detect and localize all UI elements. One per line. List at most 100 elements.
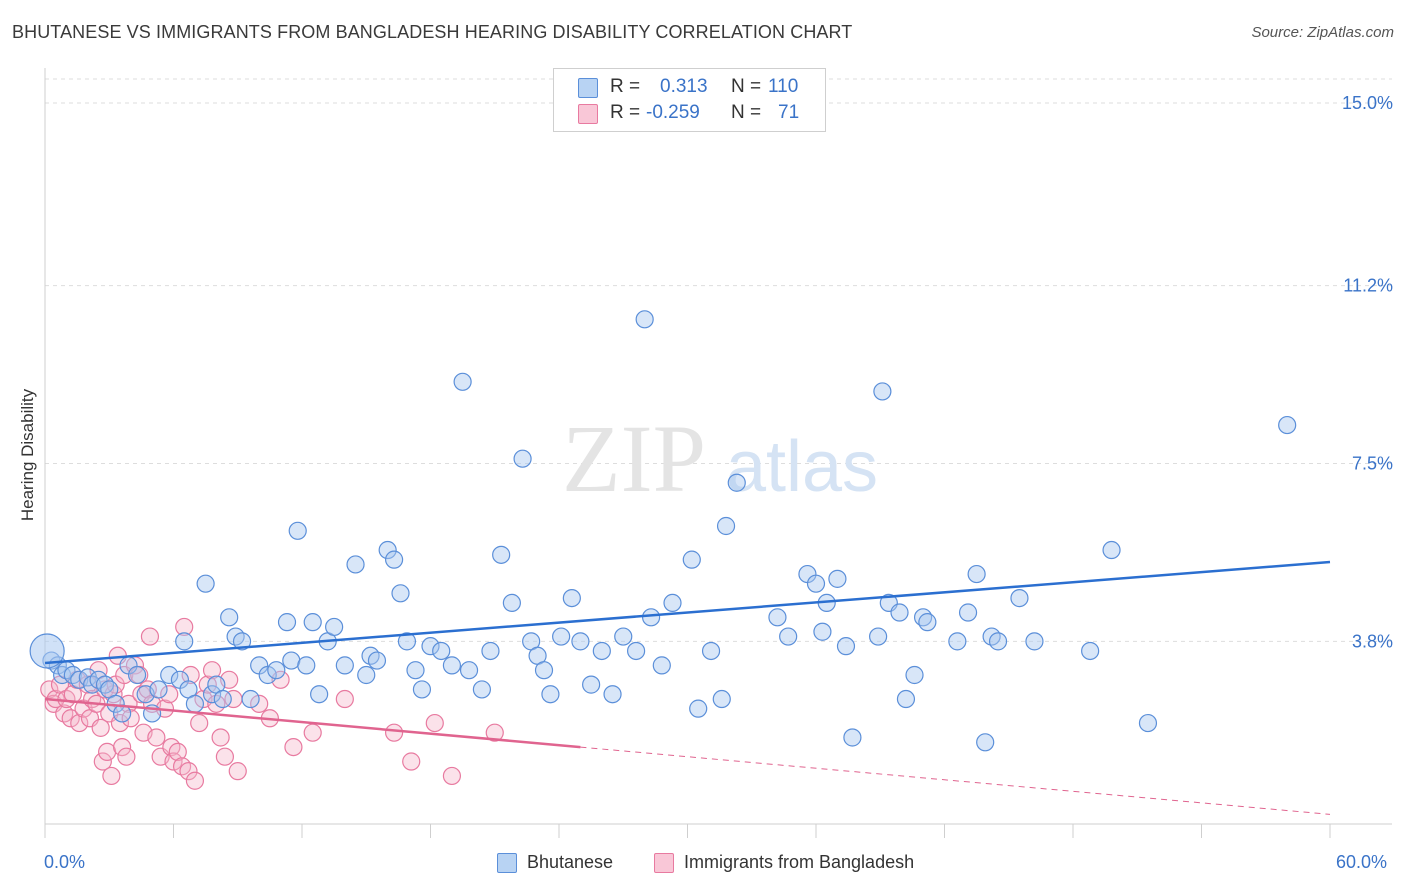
data-point-bhutanese [1278, 415, 1297, 435]
data-point-bhutanese [1025, 632, 1044, 651]
legend-swatch-pink [578, 104, 598, 124]
data-point-bhutanese [442, 656, 462, 675]
trend-line-bangladesh-extension [580, 746, 1331, 815]
legend-r-value: 0.313 [660, 76, 708, 97]
data-point-bhutanese [562, 588, 581, 608]
data-point-bhutanese [127, 665, 147, 685]
data-point-bhutanese [277, 613, 297, 632]
data-point-bangladesh [117, 747, 136, 766]
data-point-bhutanese [641, 608, 661, 627]
data-point-bangladesh [202, 661, 222, 680]
data-point-bhutanese [453, 372, 472, 391]
source-label: Source: ZipAtlas.com [1251, 24, 1394, 41]
data-point-bhutanese [614, 627, 633, 646]
legend-r-label: R = [610, 102, 641, 123]
data-point-bhutanese [918, 613, 937, 632]
data-point-bhutanese [220, 608, 239, 627]
data-point-bangladesh [228, 762, 247, 781]
data-point-bhutanese [779, 627, 798, 646]
data-point-bhutanese [472, 680, 491, 699]
data-point-bhutanese [873, 382, 892, 401]
data-point-bhutanese [843, 728, 862, 747]
x-tick-label-max: 60.0% [1336, 852, 1388, 872]
y-tick-labels: 3.8% 7.5% 11.2% 15.0% [1342, 93, 1393, 651]
watermark: ZIP atlas [562, 405, 878, 512]
data-point-bhutanese-large [29, 633, 65, 669]
data-point-bhutanese [384, 550, 404, 569]
data-point-bhutanese [149, 680, 168, 699]
data-point-bhutanese [391, 584, 410, 603]
data-point-bhutanese [869, 627, 888, 646]
y-tick-label: 11.2% [1343, 276, 1393, 296]
data-point-bhutanese [905, 665, 924, 685]
data-point-bangladesh [485, 723, 504, 742]
data-point-bhutanese [652, 656, 671, 675]
data-point-bhutanese [513, 449, 532, 468]
data-point-bhutanese [828, 569, 847, 588]
data-point-bhutanese [346, 555, 365, 574]
data-point-bangladesh [121, 709, 140, 728]
data-point-bhutanese [357, 665, 376, 685]
data-point-bhutanese [626, 641, 646, 661]
data-point-bhutanese [202, 685, 222, 704]
data-point-bangladesh [175, 617, 194, 637]
data-point-bangladesh [181, 665, 200, 685]
data-point-bhutanese [813, 622, 832, 641]
data-point-bhutanese [325, 617, 344, 637]
x-tick-label-min: 0.0% [44, 852, 86, 872]
data-point-bhutanese [541, 685, 560, 704]
data-point-bangladesh [250, 694, 269, 713]
data-point-bhutanese [890, 603, 909, 622]
trend-line-bangladesh [44, 697, 581, 749]
grid-lines [45, 78, 1392, 642]
data-point-bangladesh [147, 728, 166, 747]
trend-line-bhutanese [44, 560, 1331, 665]
watermark-atlas: atlas [726, 427, 878, 507]
data-point-bhutanese [241, 689, 260, 709]
y-tick-label: 7.5% [1352, 454, 1393, 474]
bottom-legend-label: Bhutanese [527, 852, 614, 872]
data-point-bhutanese [571, 632, 590, 651]
data-point-bhutanese [582, 675, 601, 694]
data-point-bangladesh [402, 752, 421, 771]
data-point-bhutanese [603, 685, 622, 704]
data-point-bhutanese [682, 550, 701, 569]
legend-n-label: N = [731, 76, 762, 97]
data-point-bhutanese [481, 641, 500, 661]
data-point-bhutanese [412, 680, 432, 699]
data-point-bangladesh [70, 713, 89, 733]
data-point-bangladesh [211, 728, 230, 747]
legend-n-value: 110 [768, 76, 799, 97]
data-point-bangladesh [284, 737, 303, 757]
data-point-bhutanese [988, 632, 1008, 651]
data-point-bhutanese [421, 637, 440, 656]
data-point-bhutanese [310, 685, 329, 704]
data-point-bhutanese [303, 613, 322, 632]
data-point-bangladesh [40, 680, 59, 699]
chart-title: BHUTANESE VS IMMIGRANTS FROM BANGLADESH … [12, 22, 853, 42]
bottom-legend-swatch-pink [654, 853, 674, 873]
data-point-bhutanese [948, 632, 967, 651]
data-point-bhutanese [1138, 713, 1158, 733]
y-tick-label: 15.0% [1342, 93, 1393, 113]
data-point-bangladesh [102, 766, 121, 786]
legend-r-value: -0.259 [646, 102, 700, 123]
data-point-bhutanese [335, 656, 354, 675]
data-point-bhutanese [406, 661, 425, 680]
data-point-bhutanese [378, 540, 397, 560]
data-point-bhutanese [175, 632, 194, 651]
data-point-bangladesh [303, 723, 322, 742]
data-point-bhutanese [232, 632, 252, 651]
data-point-bhutanese [432, 641, 451, 661]
data-point-bangladesh [190, 713, 209, 733]
data-point-bhutanese [967, 564, 986, 584]
data-point-bhutanese [806, 574, 826, 593]
data-point-bangladesh [168, 742, 187, 762]
bottom-legend-swatch-blue [497, 853, 517, 873]
trend-lines [44, 560, 1331, 815]
data-point-bhutanese [1010, 588, 1029, 608]
bottom-legend-label: Immigrants from Bangladesh [684, 852, 915, 872]
data-point-bhutanese [213, 689, 232, 709]
data-point-bangladesh [215, 747, 234, 766]
